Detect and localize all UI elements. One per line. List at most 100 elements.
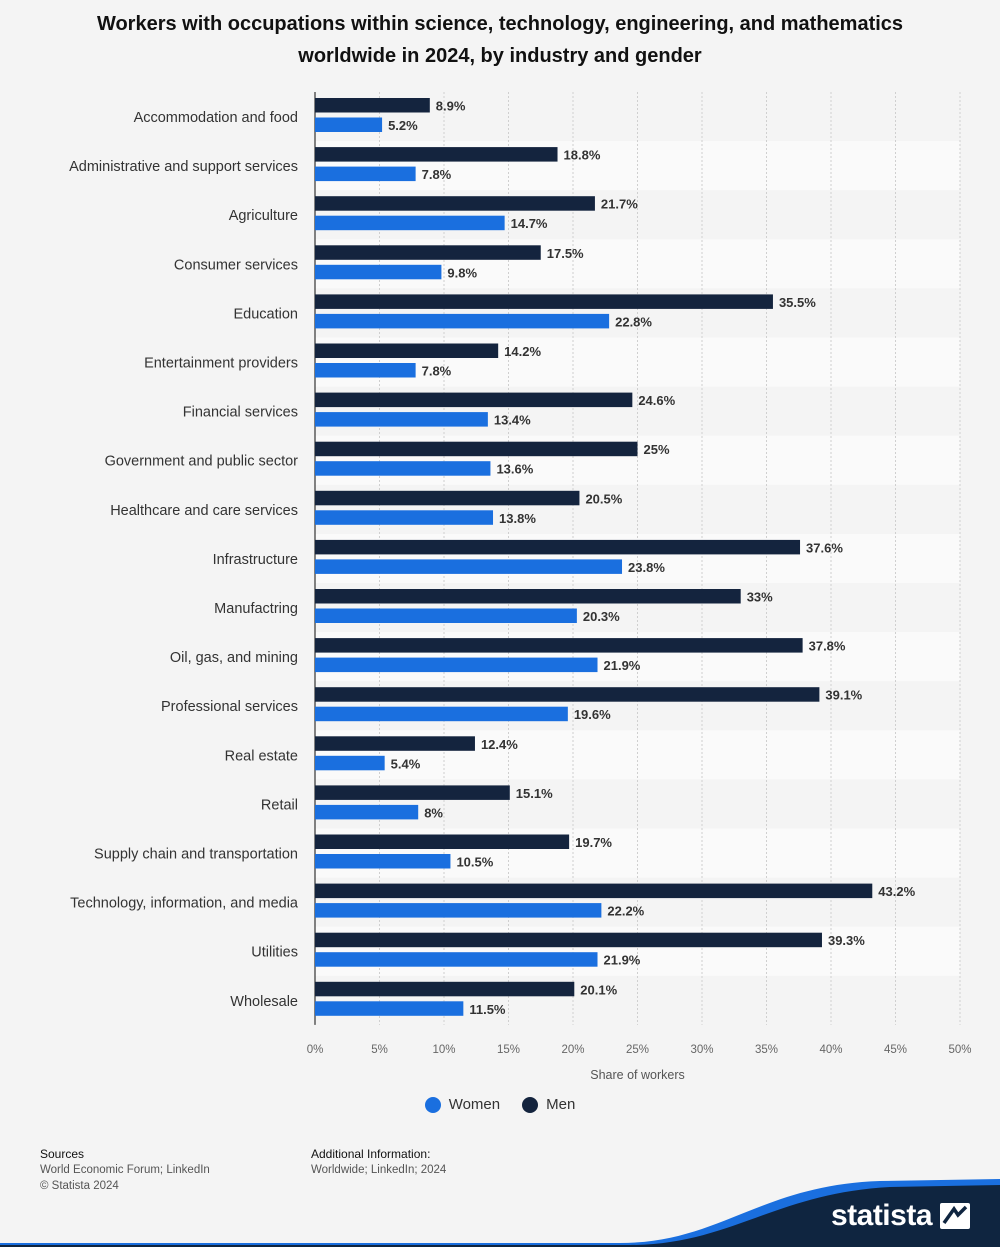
data-label-women: 21.9% bbox=[604, 658, 641, 673]
bar-women bbox=[315, 559, 623, 574]
data-label-women: 5.2% bbox=[388, 118, 418, 133]
category-label: Healthcare and care services bbox=[110, 503, 298, 519]
additional-info-heading: Additional Information: bbox=[311, 1147, 431, 1161]
category-label: Wholesale bbox=[230, 994, 298, 1010]
legend-item-women[interactable]: Women bbox=[424, 1096, 500, 1113]
data-label-women: 5.4% bbox=[391, 756, 421, 771]
category-label: Manufactring bbox=[214, 601, 298, 617]
data-label-women: 13.6% bbox=[496, 462, 533, 477]
bar-women bbox=[315, 755, 385, 771]
bar-women bbox=[315, 608, 577, 623]
data-label-men: 12.4% bbox=[481, 737, 518, 752]
category-label: Agriculture bbox=[229, 208, 298, 224]
bar-women bbox=[315, 1001, 464, 1016]
data-label-women: 22.8% bbox=[615, 314, 652, 329]
bar-women bbox=[315, 264, 442, 280]
data-label-men: 24.6% bbox=[638, 393, 675, 408]
bar-men bbox=[315, 932, 822, 948]
bar-women bbox=[315, 952, 598, 967]
bar-men bbox=[315, 343, 499, 358]
data-label-men: 35.5% bbox=[779, 295, 816, 310]
data-label-men: 14.2% bbox=[504, 344, 541, 359]
x-tick-label: 10% bbox=[432, 1044, 455, 1056]
data-label-men: 37.6% bbox=[806, 540, 843, 555]
data-label-men: 18.8% bbox=[564, 148, 601, 163]
bar-women bbox=[315, 117, 383, 132]
data-label-women: 13.8% bbox=[499, 511, 536, 526]
legend-label-men: Men bbox=[546, 1096, 576, 1113]
category-label: Infrastructure bbox=[213, 552, 298, 568]
data-label-women: 8% bbox=[424, 805, 443, 820]
additional-info-block: Additional Information: Worldwide; Linke… bbox=[311, 1146, 446, 1178]
statista-logo[interactable]: statista bbox=[831, 1199, 970, 1233]
bar-men bbox=[315, 736, 475, 751]
x-axis-title: Share of workers bbox=[590, 1068, 684, 1082]
bar-men bbox=[315, 638, 803, 653]
brand-wave bbox=[0, 1179, 1000, 1247]
bar-men bbox=[315, 196, 595, 211]
data-label-men: 21.7% bbox=[601, 197, 638, 212]
category-label: Financial services bbox=[183, 405, 298, 421]
legend-marker-women bbox=[424, 1096, 441, 1113]
data-label-women: 21.9% bbox=[604, 953, 641, 968]
data-label-women: 11.5% bbox=[469, 1002, 506, 1017]
x-tick-label: 0% bbox=[307, 1044, 324, 1056]
category-label: Consumer services bbox=[174, 257, 298, 273]
data-label-men: 33% bbox=[747, 590, 773, 605]
data-label-women: 7.8% bbox=[422, 364, 452, 379]
data-label-women: 9.8% bbox=[447, 265, 477, 280]
bar-women bbox=[315, 363, 416, 378]
bar-men bbox=[315, 392, 633, 408]
sources-heading: Sources bbox=[40, 1147, 85, 1161]
data-label-men: 20.5% bbox=[585, 491, 622, 506]
data-label-women: 14.7% bbox=[511, 216, 548, 231]
bar-women bbox=[315, 215, 505, 231]
bar-men bbox=[315, 687, 820, 702]
bar-men bbox=[315, 883, 873, 899]
bar-women bbox=[315, 706, 568, 722]
bar-women bbox=[315, 804, 419, 820]
data-label-women: 19.6% bbox=[574, 707, 611, 722]
bar-men bbox=[315, 294, 773, 309]
data-label-men: 43.2% bbox=[878, 884, 915, 899]
x-tick-label: 50% bbox=[948, 1044, 971, 1056]
x-tick-label: 15% bbox=[497, 1044, 520, 1056]
x-tick-label: 20% bbox=[561, 1044, 584, 1056]
bar-men bbox=[315, 589, 741, 604]
bar-women bbox=[315, 510, 494, 525]
category-label: Entertainment providers bbox=[144, 356, 298, 372]
bar-men bbox=[315, 785, 510, 800]
bar-chart: 0% 5% 10% 15% 20% 25% 30% 35% 40% 45% 50% Share of … bbox=[69, 92, 972, 1082]
legend-item-men[interactable]: Men bbox=[522, 1096, 575, 1113]
category-label: Real estate bbox=[225, 748, 298, 764]
x-tick-label: 35% bbox=[755, 1044, 778, 1056]
legend-marker-men bbox=[522, 1096, 539, 1113]
data-label-men: 17.5% bbox=[547, 246, 584, 261]
brand-name: statista bbox=[830, 1199, 933, 1232]
category-label: Retail bbox=[261, 797, 298, 813]
x-tick-label: 25% bbox=[626, 1044, 649, 1056]
bar-women bbox=[315, 854, 451, 869]
bar-men bbox=[315, 539, 801, 555]
category-label: Utilities bbox=[251, 945, 298, 961]
data-label-women: 22.2% bbox=[607, 904, 644, 919]
statista-mark-icon bbox=[940, 1203, 970, 1229]
additional-info-text: Worldwide; LinkedIn; 2024 bbox=[311, 1164, 447, 1176]
bar-men bbox=[315, 981, 575, 997]
bar-women bbox=[315, 461, 491, 476]
chart-title: Workers with occupations within science,… bbox=[96, 13, 904, 67]
category-label: Professional services bbox=[161, 699, 298, 715]
bar-women bbox=[315, 412, 488, 427]
data-label-men: 8.9% bbox=[436, 99, 466, 114]
data-label-women: 20.3% bbox=[583, 609, 620, 624]
data-label-men: 15.1% bbox=[516, 786, 553, 801]
category-label: Supply chain and transportation bbox=[94, 847, 298, 863]
category-label: Government and public sector bbox=[105, 454, 299, 470]
sources-text[interactable]: World Economic Forum; LinkedIn bbox=[40, 1164, 210, 1176]
x-tick-label: 40% bbox=[819, 1044, 842, 1056]
category-label: Education bbox=[234, 306, 299, 322]
bar-men bbox=[315, 441, 638, 457]
bar-women bbox=[315, 657, 598, 673]
category-label: Oil, gas, and mining bbox=[170, 650, 298, 666]
data-label-women: 10.5% bbox=[456, 855, 493, 870]
